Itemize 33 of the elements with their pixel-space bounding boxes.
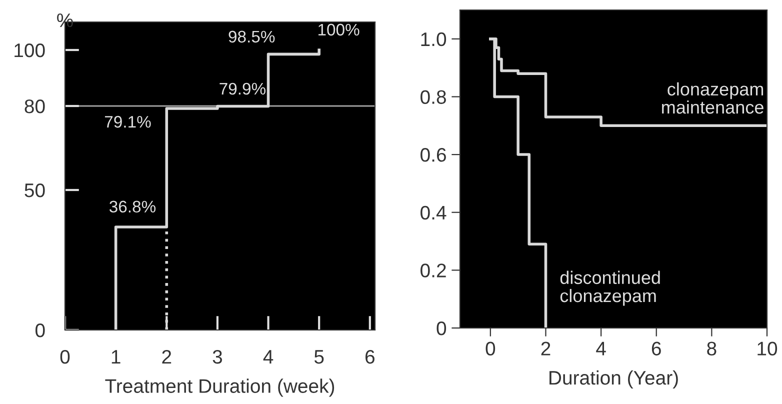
y-tick-label: 0 [436, 321, 446, 336]
annotation: 36.8% [109, 200, 156, 213]
series-label: discontinued clonazepam [560, 270, 660, 306]
x-tick-label: 4 [596, 342, 606, 356]
y-axis-title: % [57, 14, 73, 28]
series-label: clonazepam maintenance [662, 82, 764, 114]
y-tick-label: 50 [24, 183, 45, 198]
x-axis-title: Treatment Duration (week) [105, 378, 334, 397]
y-tick-label: 0.8 [420, 90, 446, 104]
x-tick-label: 0 [486, 342, 496, 356]
x-tick-label: 2 [162, 350, 172, 364]
x-tick-label: 5 [314, 350, 324, 364]
x-tick-label: 0 [60, 350, 70, 364]
y-tick-label: 1.0 [421, 32, 446, 46]
annotation: 79.9% [220, 82, 266, 95]
x-tick-label: 10 [758, 342, 778, 356]
y-tick-label: 100 [14, 43, 45, 58]
x-tick-label: 3 [212, 350, 222, 364]
x-tick-label: 4 [263, 350, 274, 364]
x-tick-label: 6 [652, 342, 661, 356]
x-tick-label: 2 [541, 342, 550, 356]
annotation: 79.1% [104, 116, 151, 128]
annotation: 98.5% [228, 30, 275, 43]
x-tick-label: 1 [112, 350, 120, 364]
annotation: 100% [318, 24, 360, 36]
y-tick-label: 80 [24, 99, 45, 114]
x-axis-title: Duration (Year) [550, 370, 678, 389]
y-tick-label: 0.2 [420, 264, 446, 278]
y-tick-label: 0 [36, 323, 45, 338]
y-tick-label: 0.4 [420, 206, 446, 220]
y-tick-label: 0.6 [420, 148, 446, 162]
x-tick-label: 6 [366, 350, 374, 364]
x-tick-label: 8 [707, 342, 716, 356]
